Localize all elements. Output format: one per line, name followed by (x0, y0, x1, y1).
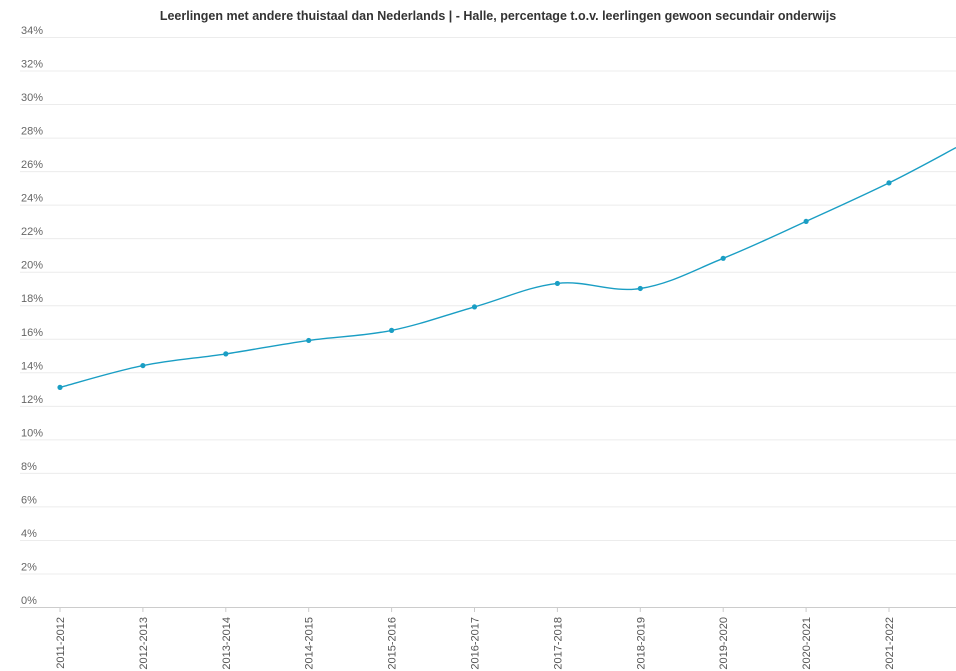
y-tick-label: 26% (21, 159, 43, 171)
x-tick-label: 2017-2018 (552, 617, 564, 670)
data-point[interactable] (140, 362, 146, 369)
x-tick-label: 2014-2015 (304, 617, 316, 670)
series-layer (57, 146, 956, 390)
x-tick-label: 2012-2013 (138, 617, 150, 670)
y-tick-label: 18% (21, 293, 43, 305)
data-point[interactable] (803, 218, 809, 225)
x-tick-label: 2015-2016 (387, 617, 399, 670)
data-point[interactable] (389, 327, 395, 333)
data-point[interactable] (223, 351, 229, 357)
y-tick-label: 14% (21, 360, 43, 372)
y-tick-label: 20% (21, 260, 43, 272)
y-tick-label: 4% (21, 528, 37, 540)
y-tick-label: 22% (21, 226, 43, 238)
series-line (59, 146, 956, 389)
x-tick-label: 2021-2022 (884, 617, 896, 670)
x-tick-label: 2013-2014 (221, 617, 233, 670)
y-tick-label: 10% (21, 427, 43, 439)
gridlines (20, 37, 956, 608)
y-tick-label: 30% (21, 92, 43, 104)
data-point[interactable] (57, 384, 63, 390)
y-tick-label: 16% (21, 327, 43, 339)
data-point[interactable] (720, 255, 726, 261)
y-tick-label: 34% (21, 25, 43, 37)
data-point[interactable] (637, 285, 643, 292)
x-tick-label: 2011-2012 (55, 617, 67, 669)
y-tick-label: 0% (21, 595, 37, 607)
y-tick-label: 12% (21, 394, 43, 406)
y-tick-label: 24% (21, 193, 43, 205)
y-tick-label: 8% (21, 461, 37, 473)
y-axis-ticks: 0% 2% 4% 6% 8% 10% 12% 14% 16% 18% 20% 22% 24% 26% 28%… (21, 25, 43, 607)
chart-title: Leerlingen met andere thuistaal dan Nede… (160, 9, 836, 23)
y-tick-label: 6% (21, 494, 37, 506)
y-tick-label: 32% (21, 59, 43, 71)
x-tick-label: 2018-2019 (635, 617, 647, 670)
x-tick-label: 2020-2021 (801, 617, 813, 670)
y-tick-label: 28% (21, 126, 43, 138)
x-tick-label: 2016-2017 (470, 617, 482, 670)
x-axis-ticks: 2011-2012 2012-2013 2013-2014 2014-2015 2015… (55, 607, 896, 670)
data-point[interactable] (554, 280, 561, 287)
y-tick-label: 2% (21, 561, 37, 573)
data-point[interactable] (886, 180, 892, 186)
x-tick-label: 2019-2020 (718, 617, 730, 670)
data-point[interactable] (471, 304, 478, 310)
data-point[interactable] (306, 337, 312, 344)
